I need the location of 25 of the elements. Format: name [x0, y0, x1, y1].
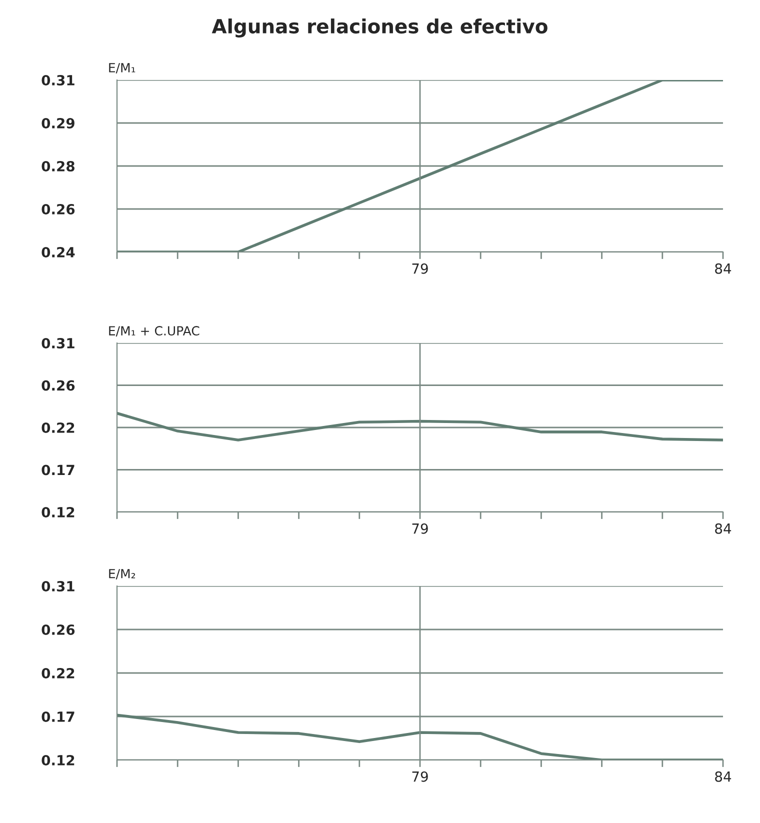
- y-tick-label: 0.22: [42, 422, 74, 433]
- y-axis-title: E/M₂: [109, 569, 136, 580]
- y-tick-label: 0.17: [42, 464, 74, 476]
- y-tick-label: 0.12: [42, 754, 74, 766]
- x-tick-label: 84: [715, 523, 732, 534]
- y-tick-label: 0.24: [42, 246, 75, 258]
- x-tick-label: 79: [412, 263, 428, 274]
- y-tick-label: 0.31: [42, 580, 74, 592]
- y-tick-label: 0.22: [42, 668, 74, 678]
- y-tick-label: 0.17: [42, 711, 74, 722]
- y-axis-title: E/M₁: [109, 63, 136, 74]
- y-tick-label: 0.31: [42, 74, 74, 86]
- y-tick-label: 0.12: [42, 506, 74, 518]
- y-tick-label: 0.26: [42, 624, 75, 635]
- x-tick-label: 79: [412, 771, 428, 782]
- x-tick-label: 84: [715, 771, 732, 782]
- y-tick-label: 0.28: [42, 160, 74, 172]
- chart-title: Algunas relaciones de efectivo: [212, 18, 548, 38]
- x-tick-label: 84: [715, 263, 732, 274]
- y-axis-title: E/M₁ + C.UPAC: [109, 326, 200, 336]
- y-tick-label: 0.29: [42, 118, 74, 128]
- y-tick-label: 0.26: [42, 204, 75, 214]
- y-tick-label: 0.26: [42, 380, 75, 391]
- x-tick-label: 79: [412, 523, 428, 534]
- y-tick-label: 0.31: [42, 338, 74, 348]
